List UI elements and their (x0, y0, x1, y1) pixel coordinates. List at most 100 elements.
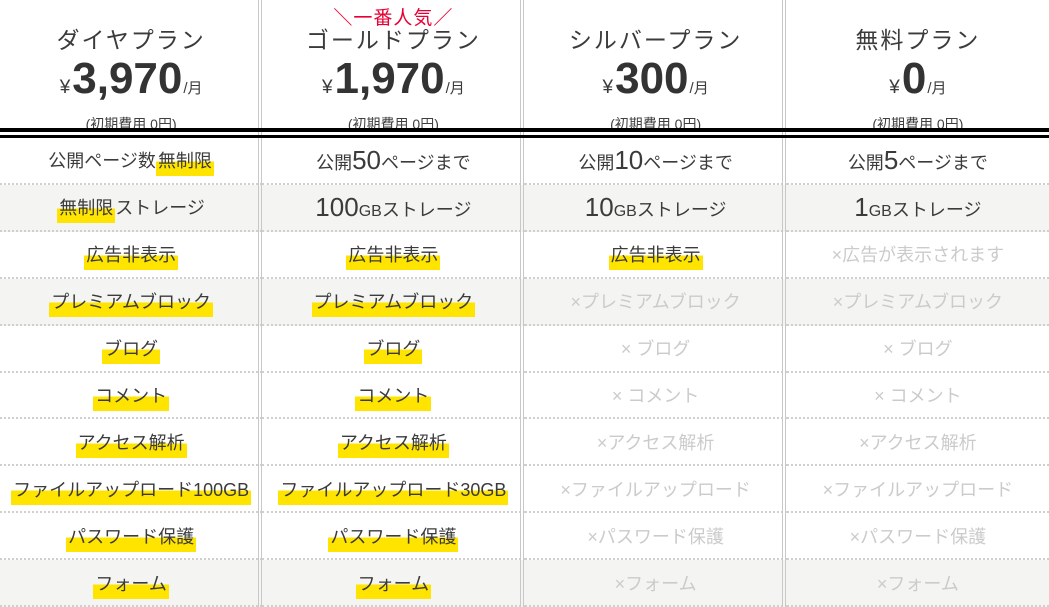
highlighted-text-segment: ブログ (364, 339, 423, 365)
unavailable-feature-text: ×プレミアムブロック (833, 288, 1003, 314)
feature-cell: ×パスワード保護 (786, 513, 1049, 561)
feature-cell: プレミアムブロック (262, 278, 525, 326)
highlighted-text-segment: ファイルアップロード30GB (278, 479, 509, 505)
column-divider (782, 0, 786, 607)
text-segment: 10 (614, 144, 644, 175)
text-segment: 公開 (847, 152, 884, 173)
highlighted-text-segment: ファイルアップロード100GB (11, 479, 252, 505)
unavailable-feature-text: ×アクセス解析 (597, 429, 715, 455)
most-popular-badge: ＼一番人気／ (333, 8, 454, 29)
feature-cell: コメント (0, 373, 263, 420)
feature-cell: × コメント (524, 373, 787, 420)
plan-column-2: ＼一番人気／ ゴールドプラン ¥1,970/月 (初期費用 0円) 公開50ページまで 1… (262, 0, 525, 607)
feature-cell: アクセス解析 (0, 419, 263, 467)
text-segment: ×プレミアムブロック (570, 292, 741, 313)
plan-column-3: シルバープラン ¥300/月 (初期費用 0円) 公開10ページまで 10GBストレージ… (524, 0, 787, 607)
text-segment: GB (358, 202, 382, 220)
unavailable-feature-text: ×アクセス解析 (859, 429, 977, 455)
feature-text: 公開50ページまで (316, 145, 471, 176)
highlighted-text-segment: 無制限 (155, 151, 214, 177)
unavailable-feature-text: ×広告が表示されます (832, 241, 1005, 267)
price-period: /月 (927, 80, 947, 97)
text-segment: ×フォーム (614, 573, 697, 594)
unavailable-feature-text: ×ファイルアップロード (560, 476, 751, 502)
feature-cell: 無制限 ストレージ (0, 184, 263, 232)
price-period: /月 (689, 80, 709, 97)
text-segment: 50 (352, 144, 382, 175)
plan-feature-list: 公開5ページまで 1GBストレージ ×広告が表示されます ×プレミアムブロック × ブロ… (786, 138, 1049, 607)
text-segment: ×アクセス解析 (859, 432, 977, 453)
plan-feature-list: 公開10ページまで 10GBストレージ 広告非表示 ×プレミアムブロック × ブログ × … (524, 138, 787, 607)
text-segment: GB (613, 202, 637, 220)
text-segment: 100 (315, 191, 359, 222)
feature-text: フォーム (93, 570, 169, 599)
plan-header: ダイヤプラン ¥3,970/月 (初期費用 0円) (0, 0, 262, 138)
plan-price: ¥1,970/月 (262, 56, 524, 112)
unavailable-feature-text: × ブログ (883, 335, 953, 361)
feature-cell: ファイルアップロード100GB (0, 466, 263, 514)
feature-cell: ×プレミアムブロック (786, 278, 1049, 326)
highlighted-text-segment: 広告非表示 (608, 245, 703, 271)
feature-cell: × ブログ (786, 326, 1049, 373)
text-segment: ストレージ (891, 199, 982, 220)
feature-cell: パスワード保護 (0, 513, 263, 561)
text-segment: 5 (883, 144, 899, 175)
text-segment: ×フォーム (876, 573, 959, 594)
text-segment: ページまで (898, 152, 988, 173)
feature-text: パスワード保護 (66, 523, 197, 552)
feature-cell: ファイルアップロード30GB (262, 466, 525, 514)
feature-cell: ×アクセス解析 (786, 419, 1049, 467)
highlighted-text-segment: ブログ (102, 339, 161, 365)
feature-text: 10GBストレージ (585, 192, 727, 223)
text-segment: ×アクセス解析 (596, 432, 715, 453)
currency-symbol: ¥ (59, 77, 71, 98)
currency-symbol: ¥ (889, 77, 900, 98)
plan-column-4: 無料プラン ¥0/月 (初期費用 0円) 公開5ページまで 1GBストレージ ×広告が表示… (786, 0, 1049, 607)
unavailable-feature-text: ×フォーム (877, 570, 959, 596)
text-segment: 10 (584, 191, 614, 222)
unavailable-feature-text: ×プレミアムブロック (571, 288, 741, 314)
unavailable-feature-text: ×ファイルアップロード (823, 476, 1014, 502)
feature-cell: 公開10ページまで (524, 138, 787, 185)
highlighted-text-segment: 無制限 (57, 198, 116, 224)
price-amount: 3,970 (72, 54, 183, 103)
feature-cell: ×プレミアムブロック (524, 278, 787, 326)
feature-text: ブログ (102, 335, 161, 365)
plan-feature-list: 公開ページ数 無制限 無制限 ストレージ 広告非表示 プレミアムブロック ブログ コメント アク… (0, 138, 263, 607)
feature-cell: 広告非表示 (0, 232, 263, 279)
text-segment: ×パスワード保護 (587, 526, 724, 547)
highlighted-text-segment: フォーム (93, 573, 169, 599)
feature-text: ファイルアップロード100GB (11, 476, 252, 505)
feature-cell: プレミアムブロック (0, 278, 263, 326)
plan-name: 無料プラン (855, 27, 981, 53)
text-segment: ストレージ (115, 198, 205, 219)
highlighted-text-segment: パスワード保護 (66, 526, 197, 552)
text-segment: ストレージ (636, 199, 727, 220)
feature-cell: ×フォーム (786, 560, 1049, 607)
feature-cell: ×ファイルアップロード (786, 466, 1049, 514)
feature-cell: × コメント (786, 373, 1049, 420)
unavailable-feature-text: ×パスワード保護 (850, 523, 987, 549)
plan-name: ゴールドプラン (305, 27, 481, 53)
highlighted-text-segment: 広告非表示 (346, 245, 441, 271)
column-divider (520, 0, 524, 607)
text-segment: × コメント (611, 385, 700, 406)
feature-cell: 公開ページ数 無制限 (0, 138, 263, 185)
feature-text: 公開5ページまで (848, 145, 988, 176)
plan-price: ¥3,970/月 (0, 56, 262, 112)
feature-cell: アクセス解析 (262, 419, 525, 467)
highlighted-text-segment: プレミアムブロック (311, 292, 476, 318)
feature-text: 広告非表示 (346, 241, 441, 271)
feature-text: 1GBストレージ (854, 192, 981, 223)
plan-price: ¥0/月 (787, 56, 1049, 112)
currency-symbol: ¥ (321, 77, 333, 98)
feature-text: 広告非表示 (84, 241, 179, 271)
feature-cell: コメント (262, 373, 525, 420)
currency-symbol: ¥ (602, 77, 614, 98)
feature-cell: ×アクセス解析 (524, 419, 787, 467)
unavailable-feature-text: × ブログ (621, 335, 691, 361)
column-divider (258, 0, 262, 607)
text-segment: ×プレミアムブロック (832, 292, 1003, 313)
plan-column-1: ダイヤプラン ¥3,970/月 (初期費用 0円) 公開ページ数 無制限 無制限 ストレージ… (0, 0, 263, 607)
